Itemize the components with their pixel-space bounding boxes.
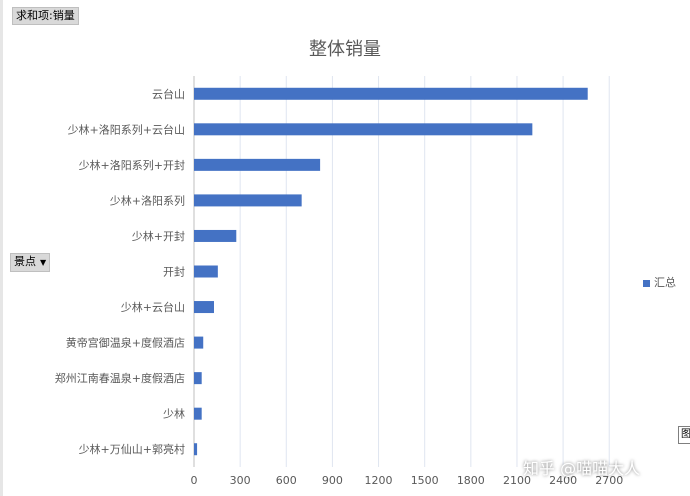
x-tick-label: 900 [322,474,343,487]
x-tick-label: 2700 [595,474,623,487]
category-label: 少林 [163,407,185,421]
x-tick-label: 1800 [457,474,485,487]
axis-field-button[interactable]: 景点 ▼ [10,253,51,272]
category-label: 少林+开封 [132,229,185,243]
category-label: 少林+洛阳系列+开封 [79,158,185,172]
category-label: 少林+洛阳系列+云台山 [68,122,185,136]
bar [194,229,237,242]
bar [194,87,588,100]
category-label: 黄帝宫御温泉+度假酒店 [66,336,185,350]
chart-title: 整体销量 [309,39,381,60]
x-tick-label: 0 [191,474,198,487]
bar [194,443,198,456]
value-field-button[interactable]: 求和项:销量 [12,7,79,25]
legend-label: 汇总 [654,276,676,289]
category-label: 开封 [163,265,185,279]
bar [194,123,533,136]
bar [194,301,214,314]
chart-tooltip-stub: 图 [678,426,690,444]
category-label: 少林+万仙山+郭亮村 [79,442,185,456]
category-label: 郑州江南春温泉+度假酒店 [55,371,185,385]
bar [194,158,321,171]
x-tick-label: 600 [276,474,297,487]
bar [194,372,202,385]
bar [194,336,204,349]
x-tick-label: 2400 [549,474,577,487]
x-tick-label: 2100 [503,474,531,487]
value-field-label: 求和项:销量 [16,9,75,22]
legend-swatch [643,279,650,287]
category-label: 少林+云台山 [121,300,185,314]
legend: 汇总 [643,274,676,290]
x-tick-label: 1200 [365,474,393,487]
watermark: 知乎 @喵喵大人 [523,459,641,478]
bar [194,194,302,207]
x-tick-label: 300 [230,474,251,487]
category-label: 云台山 [152,87,185,101]
bar [194,265,218,278]
x-tick-label: 1500 [411,474,439,487]
axis-field-label: 景点 [14,255,36,268]
sheet-edge [0,0,3,496]
category-label: 少林+洛阳系列 [110,193,185,207]
dropdown-triangle-icon[interactable]: ▼ [40,258,47,267]
bar [194,407,202,420]
